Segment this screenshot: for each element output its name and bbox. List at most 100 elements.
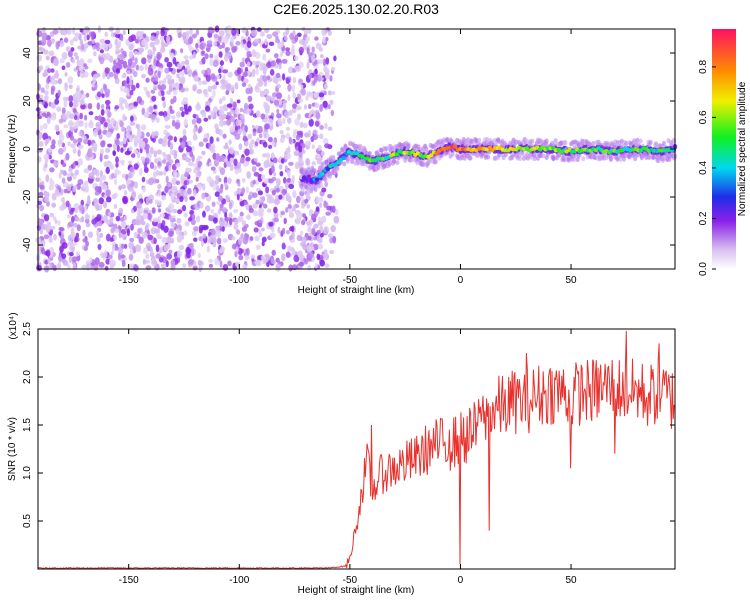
noise-point [276, 83, 281, 89]
noise-point [300, 230, 304, 235]
noise-point [44, 195, 50, 203]
noise-point [150, 259, 157, 267]
noise-point [104, 39, 111, 45]
noise-point [229, 98, 234, 103]
noise-point [220, 183, 224, 190]
noise-point [252, 210, 259, 217]
noise-point [322, 58, 326, 67]
noise-point [175, 228, 180, 235]
noise-point [293, 151, 300, 156]
trace-halo-point [661, 140, 666, 146]
noise-point [182, 97, 189, 105]
noise-point [170, 193, 175, 201]
noise-point [59, 205, 65, 211]
noise-point [74, 169, 80, 176]
noise-point [61, 65, 66, 71]
noise-point [104, 88, 111, 95]
noise-point [196, 215, 201, 223]
noise-point [333, 55, 337, 62]
noise-point [140, 156, 146, 162]
noise-point [187, 69, 192, 78]
noise-point [288, 161, 294, 166]
noise-point [253, 171, 260, 177]
noise-point [298, 159, 305, 168]
noise-point [325, 211, 332, 216]
noise-point [285, 230, 291, 235]
noise-point [151, 207, 156, 214]
noise-point [100, 88, 104, 94]
trace-halo-point [395, 160, 400, 166]
noise-point [50, 144, 56, 150]
noise-point [299, 121, 304, 128]
noise-point [248, 207, 254, 213]
noise-point [287, 94, 291, 102]
noise-point [301, 213, 307, 218]
noise-point [182, 263, 187, 268]
noise-point [242, 264, 248, 269]
noise-point [138, 65, 144, 72]
noise-point [133, 101, 138, 107]
trace-halo-point [608, 155, 613, 161]
trace-halo-point [624, 140, 629, 146]
noise-point [131, 209, 134, 214]
noise-point [290, 48, 295, 56]
noise-point [189, 196, 196, 201]
noise-point [103, 44, 109, 52]
noise-point [94, 191, 100, 196]
noise-point [114, 105, 120, 110]
y-tick-label: 0.5 [22, 514, 33, 528]
noise-point [167, 243, 171, 249]
noise-point [273, 99, 279, 106]
noise-point [311, 144, 315, 149]
noise-point [137, 228, 142, 234]
noise-point [158, 257, 164, 263]
noise-point [191, 248, 195, 256]
trace-halo-point [387, 161, 392, 167]
noise-point [87, 41, 93, 46]
noise-point [312, 129, 318, 136]
noise-point [61, 107, 66, 115]
noise-point [241, 220, 247, 226]
noise-point [120, 147, 124, 153]
noise-point [223, 145, 230, 150]
noise-point [267, 136, 273, 143]
noise-point [288, 212, 295, 219]
noise-point [73, 114, 78, 121]
trace-halo-point [572, 157, 577, 163]
noise-point [184, 87, 189, 92]
noise-point [315, 42, 321, 50]
noise-point [263, 203, 268, 209]
noise-point [306, 61, 310, 69]
noise-point [289, 246, 295, 252]
y-tick-label: 0 [22, 146, 33, 152]
noise-point [91, 35, 95, 41]
noise-point [60, 28, 64, 36]
noise-point [163, 77, 167, 84]
noise-point [284, 36, 288, 41]
noise-point [85, 213, 89, 220]
noise-point [262, 182, 266, 188]
noise-point [247, 195, 252, 201]
noise-point [84, 180, 89, 187]
noise-point [53, 233, 57, 241]
noise-point [162, 110, 168, 118]
noise-point [79, 112, 83, 120]
noise-point [210, 209, 215, 214]
noise-point [123, 79, 127, 86]
noise-point [132, 205, 137, 212]
noise-point [245, 215, 252, 220]
noise-point [62, 96, 67, 102]
noise-point [176, 73, 180, 78]
noise-point [53, 59, 59, 67]
noise-point [250, 254, 256, 259]
spectrogram-panel: -150 -100 -50 0 50 -40 -20 0 20 40 Height of str… [7, 25, 678, 296]
noise-point [78, 204, 84, 211]
noise-point [109, 237, 114, 242]
noise-point [72, 26, 76, 35]
noise-point [80, 103, 86, 110]
trace-halo-point [312, 168, 317, 174]
noise-point [202, 183, 206, 191]
noise-point [250, 139, 255, 145]
noise-point [271, 189, 276, 196]
noise-point [54, 72, 59, 79]
